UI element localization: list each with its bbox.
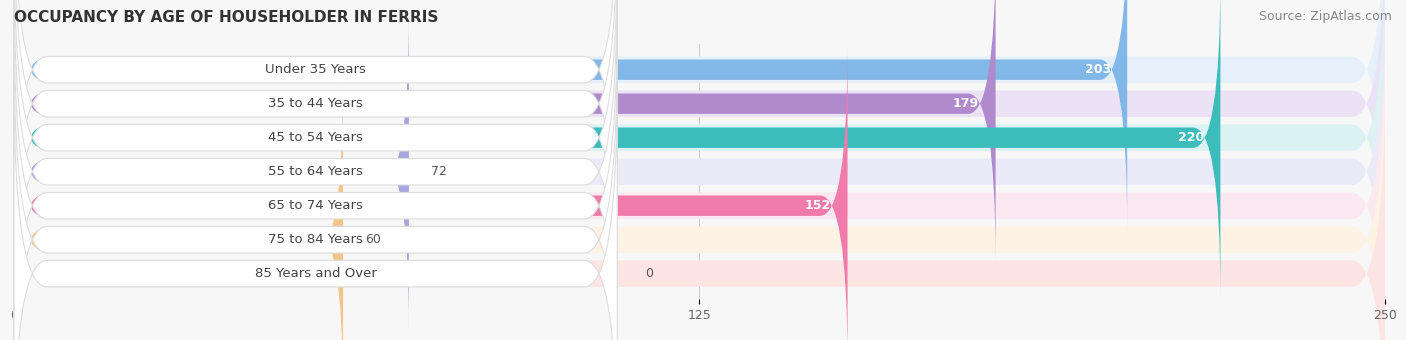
FancyBboxPatch shape [14, 49, 1385, 340]
Text: 35 to 44 Years: 35 to 44 Years [269, 97, 363, 110]
FancyBboxPatch shape [14, 83, 617, 340]
Text: 220: 220 [1178, 131, 1204, 144]
FancyBboxPatch shape [14, 0, 1385, 294]
Text: 60: 60 [366, 233, 381, 246]
FancyBboxPatch shape [14, 15, 617, 340]
FancyBboxPatch shape [14, 0, 995, 264]
Text: 45 to 54 Years: 45 to 54 Years [269, 131, 363, 144]
FancyBboxPatch shape [14, 0, 617, 260]
Text: OCCUPANCY BY AGE OF HOUSEHOLDER IN FERRIS: OCCUPANCY BY AGE OF HOUSEHOLDER IN FERRI… [14, 10, 439, 25]
FancyBboxPatch shape [14, 46, 848, 340]
FancyBboxPatch shape [14, 0, 617, 340]
Text: 55 to 64 Years: 55 to 64 Years [269, 165, 363, 178]
Text: 72: 72 [430, 165, 447, 178]
Text: 203: 203 [1084, 63, 1111, 76]
FancyBboxPatch shape [14, 80, 343, 340]
Text: 75 to 84 Years: 75 to 84 Years [269, 233, 363, 246]
FancyBboxPatch shape [14, 0, 617, 328]
Text: 179: 179 [953, 97, 979, 110]
FancyBboxPatch shape [14, 12, 409, 331]
Text: 85 Years and Over: 85 Years and Over [254, 267, 377, 280]
FancyBboxPatch shape [14, 15, 1385, 340]
FancyBboxPatch shape [14, 0, 1385, 260]
FancyBboxPatch shape [14, 0, 1128, 230]
Text: Under 35 Years: Under 35 Years [266, 63, 366, 76]
FancyBboxPatch shape [14, 0, 617, 294]
Text: 152: 152 [804, 199, 831, 212]
FancyBboxPatch shape [14, 0, 1385, 328]
Text: 65 to 74 Years: 65 to 74 Years [269, 199, 363, 212]
Text: 0: 0 [644, 267, 652, 280]
FancyBboxPatch shape [14, 49, 617, 340]
FancyBboxPatch shape [14, 0, 1220, 298]
FancyBboxPatch shape [14, 0, 1385, 340]
Text: Source: ZipAtlas.com: Source: ZipAtlas.com [1258, 10, 1392, 23]
FancyBboxPatch shape [14, 83, 1385, 340]
